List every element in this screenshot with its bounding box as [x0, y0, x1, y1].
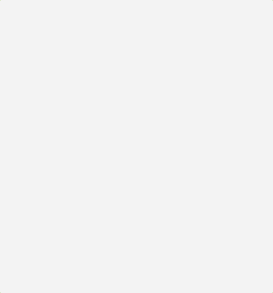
- Bar: [69, 176, 99, 188]
- Bar: [99, 232, 140, 244]
- Text: BF16: BF16: [14, 233, 43, 243]
- Bar: [52, 232, 99, 244]
- Text: Sign: Sign: [40, 27, 61, 37]
- Text: Range: Range: [66, 27, 97, 37]
- Text: 23 BITS: 23 BITS: [149, 64, 184, 74]
- Text: FP16: FP16: [32, 177, 61, 187]
- Bar: [99, 176, 158, 188]
- Bar: [52, 119, 99, 132]
- Text: TF32 Range: TF32 Range: [46, 91, 96, 100]
- Text: 10 BITS: 10 BITS: [110, 177, 146, 186]
- Text: 7 BITS: 7 BITS: [104, 234, 134, 243]
- Text: 8 BITS: 8 BITS: [60, 121, 90, 130]
- Bar: [46, 119, 52, 132]
- Text: 10 BITS: 10 BITS: [110, 121, 146, 130]
- Bar: [64, 176, 69, 188]
- Text: 8 BITS: 8 BITS: [60, 234, 90, 243]
- Text: TF32: TF32: [15, 120, 43, 130]
- Bar: [46, 232, 52, 244]
- Text: Precision: Precision: [164, 27, 207, 37]
- Bar: [46, 63, 52, 75]
- Text: TF32 Precision: TF32 Precision: [106, 151, 167, 161]
- Text: 8 BITS: 8 BITS: [60, 64, 90, 74]
- Bar: [99, 119, 158, 132]
- Text: FP32: FP32: [14, 64, 43, 74]
- Text: 5 BITS: 5 BITS: [69, 177, 99, 186]
- Bar: [52, 63, 99, 75]
- Bar: [99, 63, 234, 75]
